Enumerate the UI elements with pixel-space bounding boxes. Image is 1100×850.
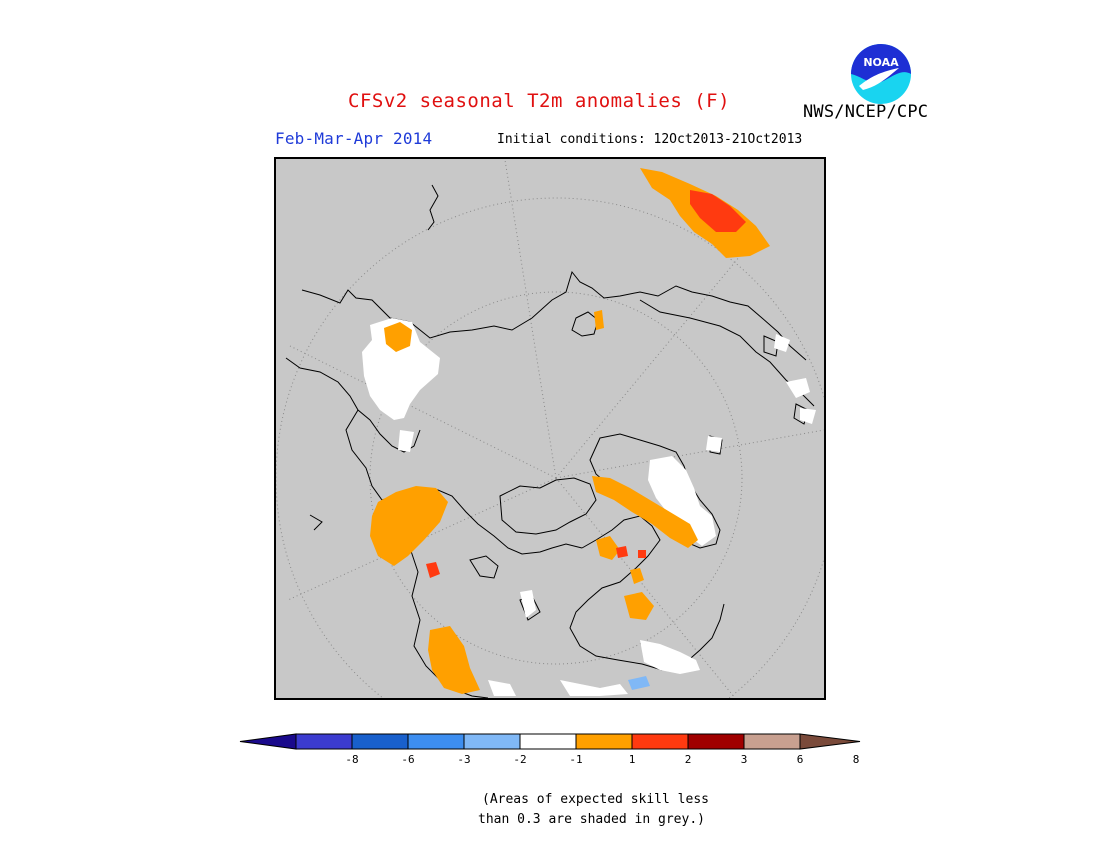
map-frame bbox=[274, 157, 826, 700]
graticule bbox=[275, 159, 825, 699]
legend-swatch bbox=[519, 733, 577, 750]
legend-tick-label: 6 bbox=[797, 753, 804, 766]
skill-note-line-1: (Areas of expected skill less bbox=[482, 792, 709, 807]
legend-swatch bbox=[407, 733, 465, 750]
map-title: CFSv2 seasonal T2m anomalies (F) bbox=[348, 90, 731, 112]
legend-swatch-below-min bbox=[239, 733, 297, 750]
skill-note-line-2: than 0.3 are shaded in grey.) bbox=[478, 812, 705, 827]
legend-swatch bbox=[687, 733, 745, 750]
noaa-logo-icon: NOAA bbox=[851, 44, 911, 104]
anomaly-regions bbox=[362, 168, 816, 696]
legend-swatch bbox=[575, 733, 633, 750]
legend-tick-label: 8 bbox=[853, 753, 860, 766]
legend-swatches bbox=[239, 733, 861, 750]
legend-swatch bbox=[463, 733, 521, 750]
legend-tick-label: -3 bbox=[457, 753, 470, 766]
legend-tick-label: 2 bbox=[685, 753, 692, 766]
legend-swatch bbox=[351, 733, 409, 750]
forecast-period: Feb-Mar-Apr 2014 bbox=[275, 129, 433, 148]
legend-tick-label: -1 bbox=[569, 753, 582, 766]
legend-tick-label: -8 bbox=[345, 753, 358, 766]
legend-tick-label: 1 bbox=[629, 753, 636, 766]
legend-swatch bbox=[295, 733, 353, 750]
legend-swatch bbox=[743, 733, 801, 750]
logo-text: NOAA bbox=[863, 56, 899, 69]
initial-conditions: Initial conditions: 12Oct2013-21Oct2013 bbox=[497, 132, 803, 147]
legend-swatch-above-max bbox=[799, 733, 861, 750]
legend-tick-labels: -8 -6 -3 -2 -1 1 2 3 6 8 bbox=[345, 753, 859, 766]
legend-swatch bbox=[631, 733, 689, 750]
agency-label: NWS/NCEP/CPC bbox=[803, 102, 929, 122]
legend-tick-label: 3 bbox=[741, 753, 748, 766]
legend-tick-label: -2 bbox=[513, 753, 526, 766]
legend-tick-label: -6 bbox=[401, 753, 414, 766]
